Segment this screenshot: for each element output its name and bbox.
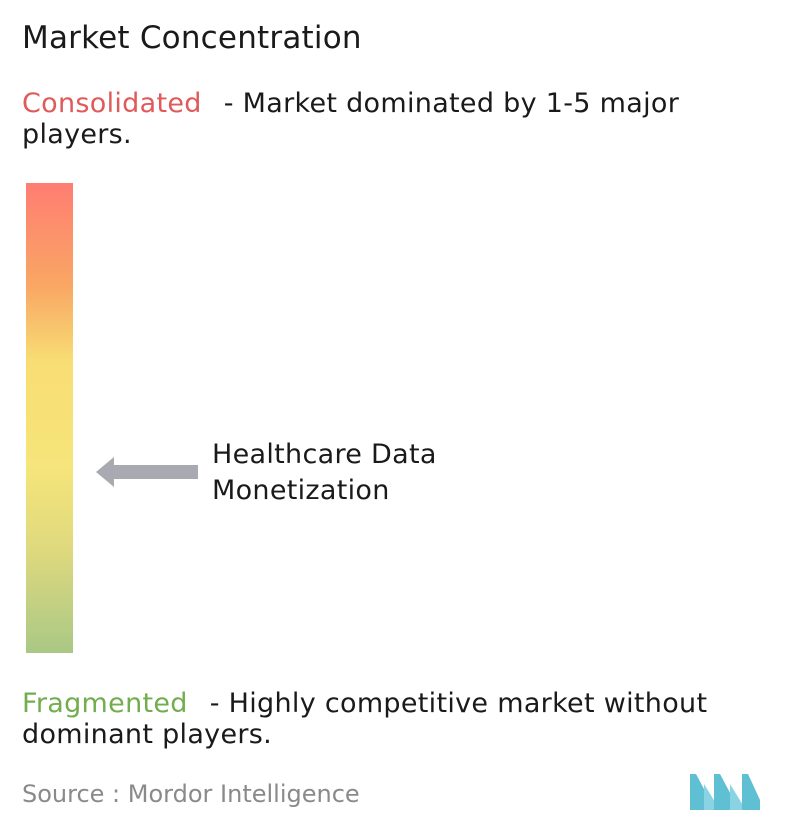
consolidated-description: Consolidated - Market dominated by 1-5 ma… [22,88,782,150]
source-citation: Source : Mordor Intelligence [22,780,360,808]
consolidated-label: Consolidated [22,88,202,119]
left-arrow-icon [96,457,198,487]
mordor-intelligence-logo [690,774,760,810]
concentration-scale-bar [26,183,73,653]
page-title: Market Concentration [22,20,362,56]
fragmented-description: Fragmented - Highly competitive market wi… [22,688,782,750]
fragmented-text: - Highly competitive market without domi… [22,688,708,750]
fragmented-label: Fragmented [22,688,188,719]
market-position-label: Healthcare Data Monetization [212,439,437,506]
consolidated-text: - Market dominated by 1-5 major players. [22,88,680,150]
